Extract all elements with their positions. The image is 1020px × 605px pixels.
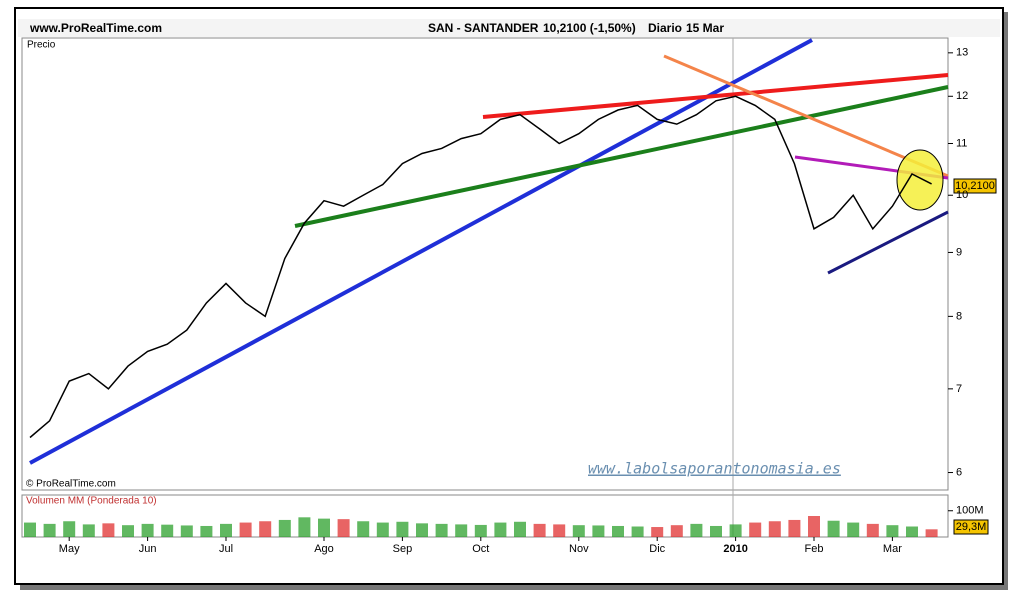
price-badge	[953, 178, 997, 194]
trend-line	[663, 54, 949, 178]
x-tick-label: Ago	[314, 543, 334, 555]
x-tick-label: Mar	[883, 543, 902, 555]
trend-line	[482, 73, 949, 119]
price-badge-label: 10,2100	[955, 180, 995, 192]
volume-bar	[474, 524, 487, 537]
volume-bar	[455, 524, 468, 537]
trend-lines	[29, 38, 949, 465]
y-tick-label: 8	[956, 310, 962, 322]
volume-bar	[102, 523, 115, 537]
volume-bar	[906, 526, 918, 537]
header-bar	[18, 19, 1000, 37]
volume-bar	[749, 522, 762, 537]
volume-bar	[690, 523, 703, 537]
volume-bar	[318, 518, 330, 537]
volume-bar	[180, 525, 193, 537]
volume-bar	[82, 524, 95, 537]
volume-bar	[494, 522, 507, 537]
volume-bar	[24, 522, 36, 537]
volume-bar	[631, 526, 644, 537]
y-tick-label: 12	[956, 90, 968, 102]
site: www.ProRealTime.com	[29, 21, 162, 35]
volume-bar	[259, 521, 272, 537]
panel-label: Precio	[27, 40, 56, 51]
volume-bar	[572, 525, 585, 537]
price-line	[29, 95, 932, 439]
y-tick-label: 10	[956, 189, 968, 201]
volume-bar	[827, 520, 840, 537]
trend-line	[827, 210, 949, 275]
volume-bar	[768, 521, 781, 537]
x-tick-label: 2010	[723, 543, 747, 555]
y-tick-label: 7	[956, 383, 962, 395]
volume-bar	[376, 522, 389, 537]
x-tick-label: May	[59, 543, 80, 555]
x-tick-label: Oct	[472, 543, 489, 555]
volume-bar	[925, 529, 938, 537]
volume-bar	[141, 523, 154, 537]
volume-bar	[396, 521, 409, 537]
date: 15 Mar	[686, 21, 724, 35]
volume-label: Volumen MM (Ponderada 10)	[26, 496, 157, 507]
price-panel	[21, 37, 949, 491]
volume-bar	[161, 524, 174, 537]
x-tick-label: Dic	[649, 543, 665, 555]
volume-bar	[651, 527, 664, 537]
trend-line	[294, 85, 949, 228]
volume-bar	[416, 523, 428, 537]
highlight-circle	[896, 149, 944, 211]
trend-line	[29, 38, 813, 465]
volume-bar	[298, 517, 311, 537]
y-tick-label: 9	[956, 246, 962, 258]
volume-bar	[808, 516, 820, 537]
volume-bar	[122, 525, 134, 537]
volume-bar	[514, 521, 526, 537]
volume-bar	[435, 523, 448, 537]
x-tick-label: Sep	[393, 543, 413, 555]
volume-bar	[866, 523, 879, 537]
y-tick-label: 11	[956, 137, 967, 149]
volume-bar	[729, 524, 742, 537]
y-tick-label: 13	[956, 47, 968, 59]
x-tick-label: Feb	[805, 543, 824, 555]
volume-bar	[670, 525, 683, 537]
volume-bar	[612, 525, 624, 537]
quote: 10,2100 (-1,50%)	[543, 21, 636, 35]
volume-bar	[553, 524, 566, 537]
volume-bar	[278, 519, 291, 537]
x-tick-label: Nov	[569, 543, 589, 555]
x-tick-label: Jul	[219, 543, 233, 555]
volume-bar	[200, 525, 213, 537]
title: SAN - SANTANDER	[428, 21, 539, 35]
volume-bar	[847, 522, 860, 537]
volume-bar	[886, 525, 899, 537]
volume-bar	[788, 519, 801, 537]
period: Diario	[648, 21, 682, 35]
volume-bar	[239, 522, 252, 537]
volume-bar	[63, 521, 76, 537]
copyright: © ProRealTime.com	[26, 479, 116, 490]
y-tick-label: 6	[956, 466, 962, 478]
volume-bar	[592, 525, 605, 537]
volume-bar	[337, 519, 350, 537]
x-tick-label: Jun	[139, 543, 157, 555]
volume-bar	[220, 523, 232, 537]
volume-bar	[357, 521, 370, 537]
watermark: www.labolsaporantonomasia.es	[588, 460, 841, 478]
volume-bar	[533, 523, 546, 537]
volume-badge	[953, 519, 989, 535]
volume-bar	[710, 525, 722, 537]
y2-tick-label: 100M	[956, 505, 984, 517]
volume-badge-label: 29,3M	[956, 521, 987, 533]
volume-bar	[43, 523, 56, 537]
